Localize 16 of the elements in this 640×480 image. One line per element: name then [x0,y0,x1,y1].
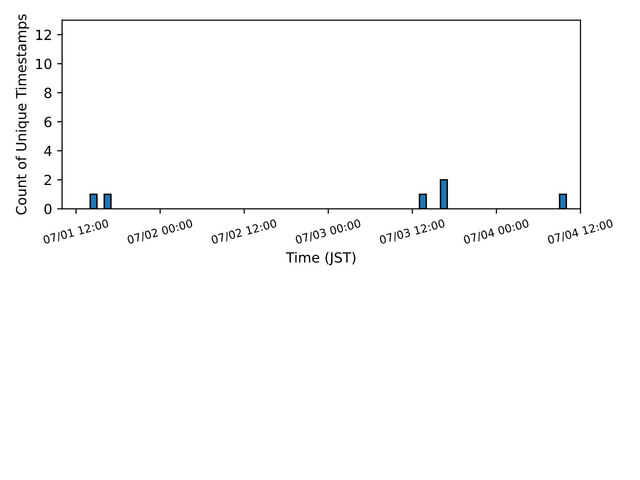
y-tick-label: 2 [44,174,51,186]
x-tick-label: 07/02 00:00 [126,218,194,245]
y-tick-label: 12 [36,30,51,40]
x-tick-label: 07/02 12:00 [210,218,278,245]
x-tick-label: 07/04 00:00 [463,218,530,245]
x-tick-label: 07/03 12:00 [379,218,446,245]
y-tick-label: 0 [44,204,52,214]
y-axis-title: Count of Unique Timestamps [16,14,30,215]
x-tick-label: 07/04 12:00 [547,218,614,245]
x-tick-label: 07/03 00:00 [295,218,362,245]
y-tick-label: 10 [36,58,52,70]
y-tick-label: 4 [44,146,52,156]
x-axis-title: Time (JST) [286,252,356,266]
y-tick-label: 6 [44,116,52,128]
x-tick-label: 07/01 12:00 [42,218,110,245]
y-tick-label: 8 [44,88,52,98]
